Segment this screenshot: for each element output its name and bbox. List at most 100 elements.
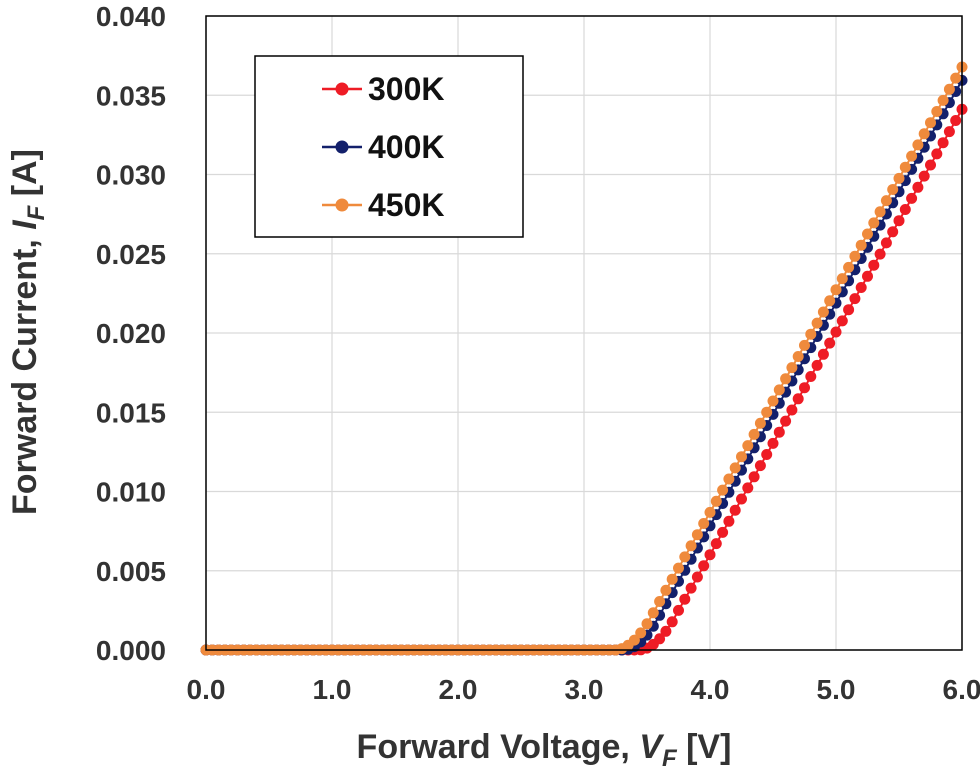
data-point: [729, 462, 741, 474]
data-point: [767, 437, 779, 449]
data-point: [691, 529, 703, 541]
data-point: [836, 273, 848, 285]
legend-item: 400K: [322, 129, 445, 165]
data-point: [931, 106, 943, 117]
data-point: [899, 204, 911, 215]
data-point: [849, 250, 861, 262]
y-tick-label: 0.025: [96, 239, 166, 270]
data-point: [950, 115, 962, 126]
legend-item: 300K: [322, 71, 445, 107]
data-point: [761, 449, 773, 460]
data-point: [868, 259, 880, 271]
data-point: [836, 315, 848, 327]
data-point: [830, 284, 842, 296]
data-point: [698, 560, 710, 572]
y-tick-label: 0.040: [96, 1, 166, 32]
data-point: [950, 72, 962, 84]
data-point: [736, 493, 747, 505]
data-point: [830, 326, 842, 338]
data-point: [843, 261, 855, 273]
data-point: [792, 393, 804, 405]
y-axis-title: Forward Current, IF [A]: [6, 149, 50, 515]
data-point: [742, 482, 754, 494]
data-point: [691, 571, 703, 583]
data-point: [937, 137, 949, 149]
data-point: [710, 538, 722, 550]
data-point: [754, 460, 766, 472]
plot-area-frame: [205, 15, 963, 651]
data-point: [685, 540, 697, 552]
legend-label: 400K: [368, 129, 445, 165]
data-point: [736, 451, 747, 463]
data-point: [673, 604, 684, 616]
data-point: [641, 618, 653, 630]
data-point: [761, 406, 773, 418]
data-point: [710, 495, 722, 507]
legend-box: [254, 55, 524, 238]
data-point: [943, 126, 955, 138]
data-point: [805, 371, 817, 382]
data-point: [912, 181, 924, 193]
y-tick-label: 0.010: [96, 477, 166, 508]
data-point: [862, 270, 873, 282]
data-point: [925, 159, 936, 171]
y-tick-label: 0.035: [96, 80, 166, 111]
data-point: [792, 351, 804, 362]
legend: 300K 400K 450K: [254, 55, 524, 238]
data-point: [824, 337, 836, 349]
x-tick-label: 4.0: [691, 674, 730, 705]
data-point: [893, 215, 905, 227]
data-point: [698, 518, 710, 529]
data-point: [849, 293, 861, 305]
data-point: [855, 239, 867, 251]
data-point: [824, 295, 836, 307]
y-axis-tick-labels: 0.000 0.005 0.010 0.015 0.020 0.025 0.030 0.035…: [96, 1, 166, 666]
data-point: [786, 404, 798, 416]
x-axis-title: Forward Voltage, VF [V]: [357, 728, 732, 770]
data-point: [862, 228, 873, 240]
data-point: [799, 382, 810, 394]
data-point: [754, 417, 766, 429]
legend-label: 450K: [368, 187, 445, 223]
data-point: [635, 627, 647, 639]
data-point: [786, 362, 798, 374]
data-point: [685, 582, 697, 594]
x-tick-label: 5.0: [817, 674, 856, 705]
data-point: [817, 348, 829, 360]
data-point: [811, 317, 823, 329]
data-point: [717, 526, 729, 538]
data-point: [647, 607, 659, 619]
data-point: [931, 148, 943, 160]
data-point: [628, 634, 640, 646]
data-point: [912, 139, 924, 151]
x-tick-label: 1.0: [313, 674, 352, 705]
data-point: [780, 415, 792, 427]
data-point: [868, 217, 880, 229]
data-point: [748, 428, 760, 440]
legend-marker: [335, 140, 349, 154]
data-point: [880, 237, 892, 249]
legend-label: 300K: [368, 71, 445, 107]
data-point: [799, 339, 810, 351]
legend-marker: [335, 198, 349, 212]
legend-item: 450K: [322, 187, 445, 223]
data-point: [723, 515, 735, 527]
data-point: [748, 471, 760, 483]
legend-marker: [335, 82, 349, 96]
x-tick-label: 6.0: [943, 674, 980, 705]
data-point: [717, 484, 729, 496]
data-point: [811, 359, 823, 371]
data-point: [780, 373, 792, 385]
data-point: [899, 161, 911, 173]
data-point: [880, 195, 892, 207]
y-tick-label: 0.030: [96, 160, 166, 191]
y-tick-label: 0.005: [96, 556, 166, 587]
data-point: [925, 117, 936, 129]
data-point: [767, 395, 779, 407]
data-point: [918, 170, 930, 182]
data-point: [773, 384, 785, 396]
data-point: [906, 192, 918, 204]
data-point: [906, 150, 918, 162]
data-point: [666, 573, 678, 585]
